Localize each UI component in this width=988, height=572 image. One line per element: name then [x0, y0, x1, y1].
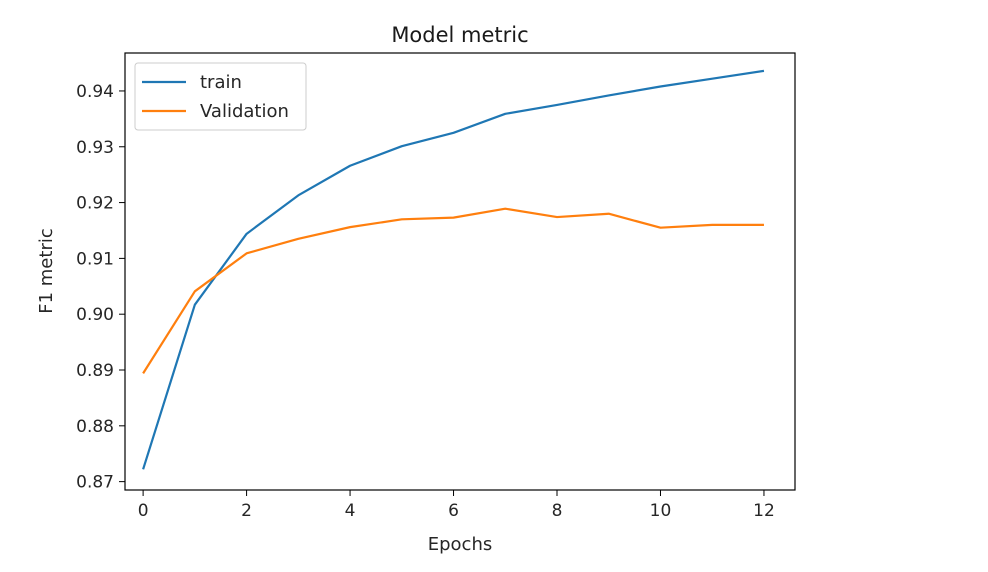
y-axis-label: F1 metric	[36, 228, 57, 314]
legend-label-validation: Validation	[200, 101, 289, 122]
y-tick-label: 0.90	[76, 305, 114, 325]
x-axis: 0 2 4 6 8 10 12	[138, 490, 775, 521]
x-tick-label: 2	[241, 501, 252, 521]
x-tick-label: 12	[753, 501, 775, 521]
x-tick-label: 8	[552, 501, 563, 521]
y-tick-label: 0.91	[76, 249, 114, 269]
plot-area	[124, 52, 796, 491]
y-tick-label: 0.88	[76, 417, 114, 437]
x-tick-label: 6	[448, 501, 459, 521]
chart-title: Model metric	[391, 23, 528, 47]
x-tick-label: 0	[138, 501, 149, 521]
series-line-validation	[142, 207, 764, 374]
series-lines	[142, 69, 765, 470]
legend-box	[134, 62, 307, 131]
x-tick-label: 10	[650, 501, 672, 521]
legend: train Validation	[134, 62, 307, 131]
y-tick-label: 0.94	[76, 82, 114, 102]
y-tick-label: 0.87	[76, 473, 114, 493]
y-tick-label: 0.92	[76, 194, 114, 214]
legend-label-train: train	[200, 72, 242, 93]
y-tick-label: 0.89	[76, 361, 114, 381]
x-axis-label: Epochs	[428, 534, 493, 555]
y-axis: 0.87 0.88 0.89 0.90 0.91 0.92 0.93 0.94	[76, 82, 125, 493]
x-tick-label: 4	[345, 501, 356, 521]
series-line-train	[142, 69, 765, 470]
y-tick-label: 0.93	[76, 138, 114, 158]
